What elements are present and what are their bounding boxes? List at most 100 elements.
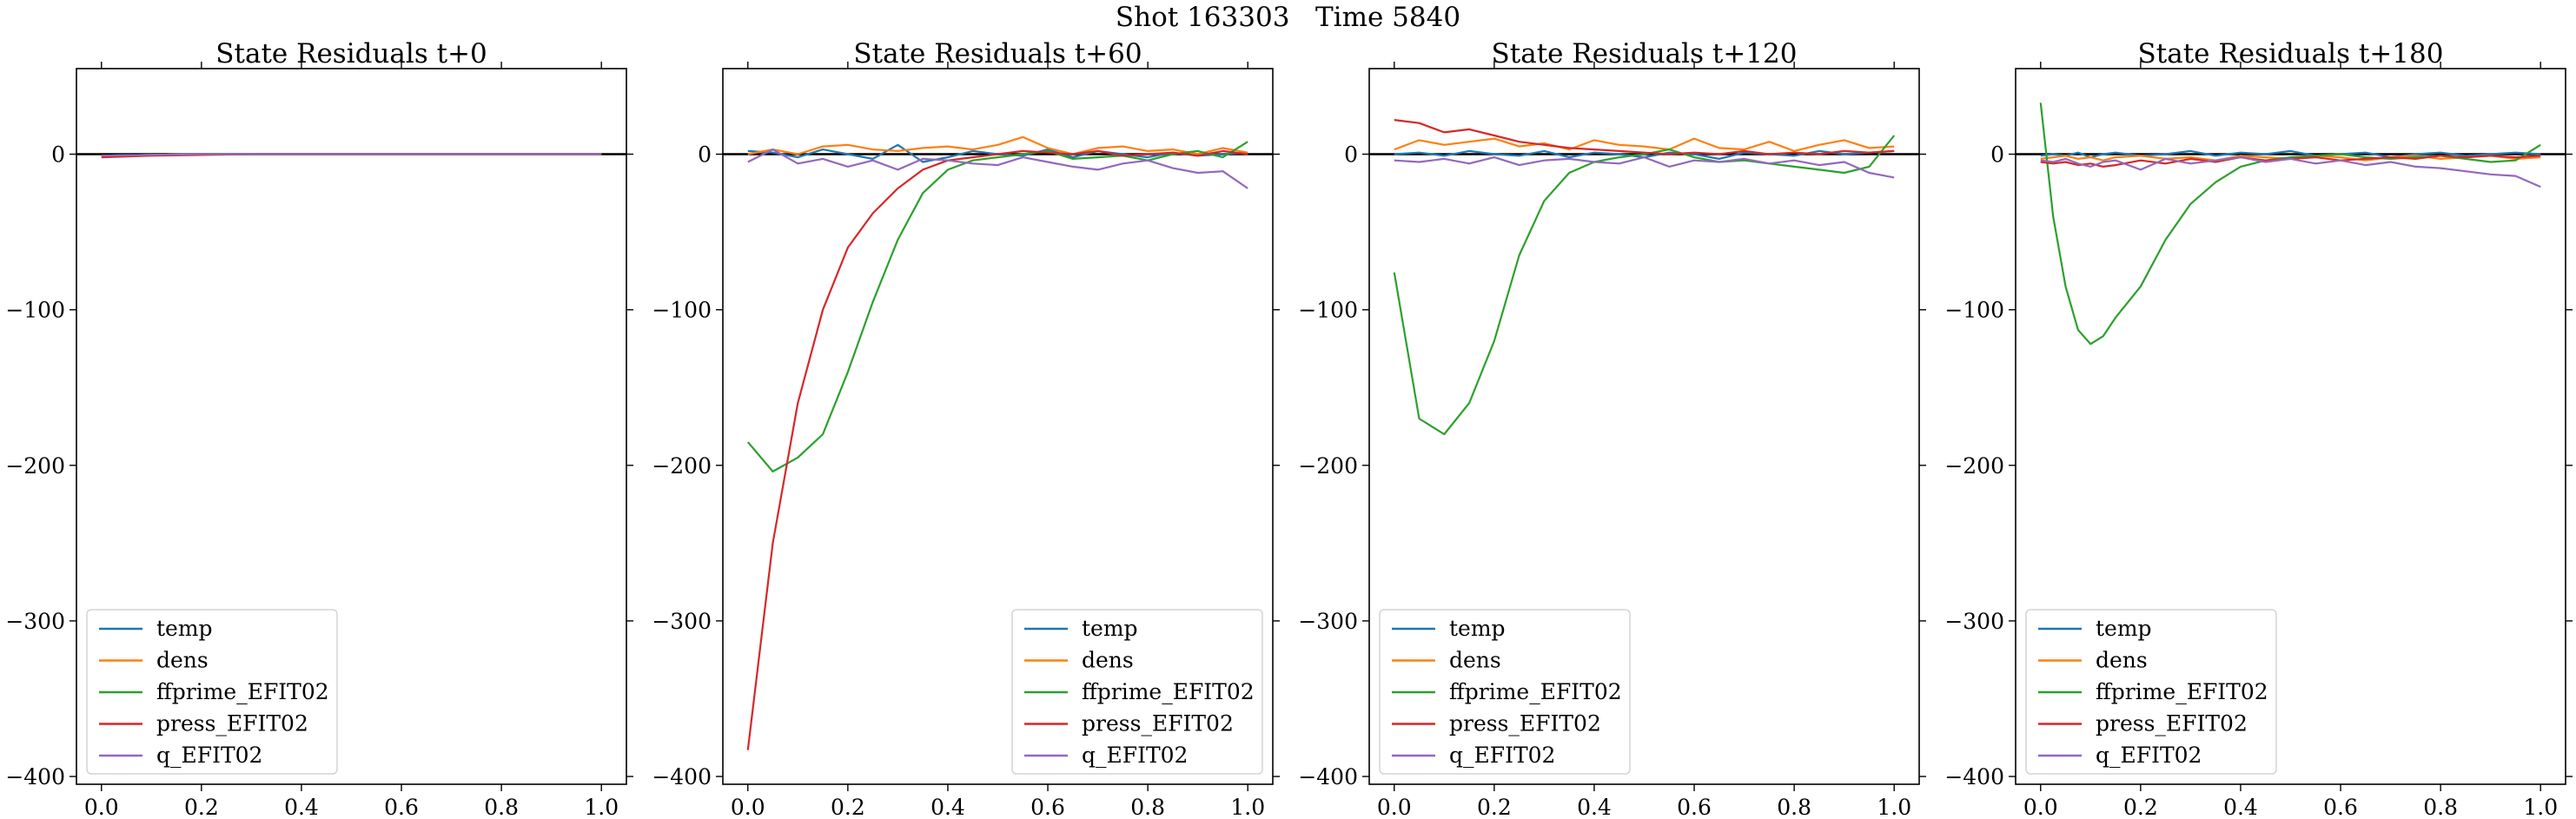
legend-label-q_EFIT02: q_EFIT02 xyxy=(1082,743,1188,768)
legend-label-dens: dens xyxy=(1082,648,1134,673)
series-line-ffprime_EFIT02 xyxy=(1393,135,1896,436)
x-tick-label: 0.4 xyxy=(2223,795,2258,819)
legend-label-temp: temp xyxy=(156,616,213,641)
y-tick-label: −200 xyxy=(1298,453,1358,479)
subplot-4: State Residuals t+180 0.0 0.2 0.4 0.6 0.8 1.0 0… xyxy=(1944,38,2573,819)
series-line-q_EFIT02 xyxy=(747,149,1248,189)
y-tick-label: −300 xyxy=(1944,609,2004,634)
subplot-1: State Residuals t+0 0.0 0.2 0.4 0.6 0.8 1.0 0 −1… xyxy=(5,38,633,819)
legend-label-press_EFIT02: press_EFIT02 xyxy=(1449,711,1601,736)
x-tick-label: 0.6 xyxy=(2323,795,2358,819)
legend-label-press_EFIT02: press_EFIT02 xyxy=(1082,711,1234,736)
legend-label-ffprime_EFIT02: ffprime_EFIT02 xyxy=(1449,679,1622,704)
legend-label-press_EFIT02: press_EFIT02 xyxy=(156,711,308,736)
y-tick-label: −400 xyxy=(1298,764,1358,789)
y-tick-label: −200 xyxy=(1944,453,2004,479)
legend: temp dens ffprime_EFIT02 press_EFIT02 q_EFIT… xyxy=(1011,609,1263,775)
y-tick-label: −300 xyxy=(5,609,65,634)
y-tick-label: −300 xyxy=(1298,609,1358,634)
y-tick-label: −300 xyxy=(652,609,712,634)
axes-frame xyxy=(722,68,1274,785)
y-tick-label: −100 xyxy=(5,298,65,323)
axes-frame xyxy=(76,68,627,785)
series-line-press_EFIT02 xyxy=(746,149,1248,750)
legend-label-ffprime_EFIT02: ffprime_EFIT02 xyxy=(2096,679,2268,704)
y-tick-label: −400 xyxy=(652,764,712,789)
x-tick-label: 1.0 xyxy=(584,795,619,819)
legend-label-dens: dens xyxy=(2096,648,2148,673)
x-tick-label: 0.6 xyxy=(1030,795,1065,819)
subplot-title: State Residuals t+180 xyxy=(2138,38,2444,69)
x-tick-label: 0.4 xyxy=(930,795,965,819)
x-tick-label: 0.0 xyxy=(84,795,119,819)
legend-box xyxy=(1379,609,1631,775)
x-tick-label: 0.4 xyxy=(1577,795,1612,819)
y-tick-label: −100 xyxy=(1944,298,2004,323)
legend-label-temp: temp xyxy=(1449,616,1506,641)
subplot-title: State Residuals t+60 xyxy=(853,38,1142,69)
x-tick-label: 0.0 xyxy=(731,795,765,819)
legend-box xyxy=(1011,609,1263,775)
legend-label-temp: temp xyxy=(2096,616,2152,641)
series-line-dens xyxy=(747,135,1248,155)
legend-label-press_EFIT02: press_EFIT02 xyxy=(2096,711,2248,736)
series-group xyxy=(101,153,602,159)
x-tick-label: 0.6 xyxy=(384,795,419,819)
legend-label-dens: dens xyxy=(1449,648,1501,673)
x-tick-label: 0.2 xyxy=(184,795,219,819)
series-line-ffprime_EFIT02 xyxy=(2039,102,2541,346)
series-group xyxy=(2039,102,2541,346)
y-tick-label: 0 xyxy=(698,142,712,168)
figure-suptitle: Shot 163303 Time 5840 xyxy=(1115,2,1461,33)
x-tick-label: 0.2 xyxy=(831,795,865,819)
x-tick-label: 0.6 xyxy=(1677,795,1712,819)
legend-label-temp: temp xyxy=(1082,616,1138,641)
y-tick-label: 0 xyxy=(51,142,65,168)
legend-label-ffprime_EFIT02: ffprime_EFIT02 xyxy=(156,679,329,704)
y-tick-label: −100 xyxy=(1298,298,1358,323)
axes-frame xyxy=(2015,68,2566,785)
legend-box xyxy=(2025,609,2277,775)
series-group xyxy=(1393,119,1896,436)
legend-label-q_EFIT02: q_EFIT02 xyxy=(2096,743,2202,768)
x-tick-label: 1.0 xyxy=(1877,795,1911,819)
x-tick-label: 0.2 xyxy=(2123,795,2158,819)
legend-box xyxy=(86,609,338,775)
subplot-title: State Residuals t+120 xyxy=(1492,38,1798,69)
x-tick-label: 0.8 xyxy=(1777,795,1811,819)
legend-label-dens: dens xyxy=(156,648,209,673)
series-line-press_EFIT02 xyxy=(1394,119,1895,155)
series-line-q_EFIT02 xyxy=(1394,156,1895,179)
series-line-dens xyxy=(1394,137,1895,152)
x-tick-label: 0.8 xyxy=(1130,795,1165,819)
subplot-3: State Residuals t+120 0.0 0.2 0.4 0.6 0.8 1.0 0… xyxy=(1298,38,1926,819)
series-line-q_EFIT02 xyxy=(2040,156,2541,188)
series-line-ffprime_EFIT02 xyxy=(746,141,1248,473)
series-line-dens xyxy=(2040,155,2541,162)
x-tick-label: 0.8 xyxy=(484,795,519,819)
axes-frame xyxy=(1368,68,1920,785)
legend-label-q_EFIT02: q_EFIT02 xyxy=(1449,743,1555,768)
y-tick-label: −100 xyxy=(652,298,712,323)
x-tick-label: 0.8 xyxy=(2423,795,2458,819)
legend-label-ffprime_EFIT02: ffprime_EFIT02 xyxy=(1082,679,1255,704)
y-tick-label: −400 xyxy=(1944,764,2004,789)
series-line-temp xyxy=(2040,149,2541,159)
legend: temp dens ffprime_EFIT02 press_EFIT02 q_EFIT… xyxy=(86,609,338,775)
y-tick-label: −200 xyxy=(652,453,712,479)
subplot-2: State Residuals t+60 0.0 0.2 0.4 0.6 0.8 1.0 0 −… xyxy=(652,38,1280,819)
y-tick-label: −400 xyxy=(5,764,65,789)
y-tick-label: 0 xyxy=(1344,142,1358,168)
x-tick-label: 1.0 xyxy=(2523,795,2558,819)
legend: temp dens ffprime_EFIT02 press_EFIT02 q_EFIT… xyxy=(1379,609,1631,775)
x-tick-label: 1.0 xyxy=(1230,795,1265,819)
x-tick-label: 0.4 xyxy=(284,795,319,819)
series-line-q_EFIT02 xyxy=(101,153,602,157)
x-tick-label: 0.0 xyxy=(2023,795,2058,819)
y-tick-label: −200 xyxy=(5,453,65,479)
legend: temp dens ffprime_EFIT02 press_EFIT02 q_EFIT… xyxy=(2025,609,2277,775)
subplot-title: State Residuals t+0 xyxy=(215,38,487,69)
x-tick-label: 0.2 xyxy=(1477,795,1512,819)
legend-label-q_EFIT02: q_EFIT02 xyxy=(156,743,262,768)
